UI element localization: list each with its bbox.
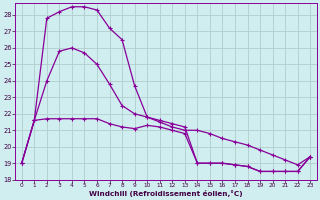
X-axis label: Windchill (Refroidissement éolien,°C): Windchill (Refroidissement éolien,°C) [89,190,243,197]
